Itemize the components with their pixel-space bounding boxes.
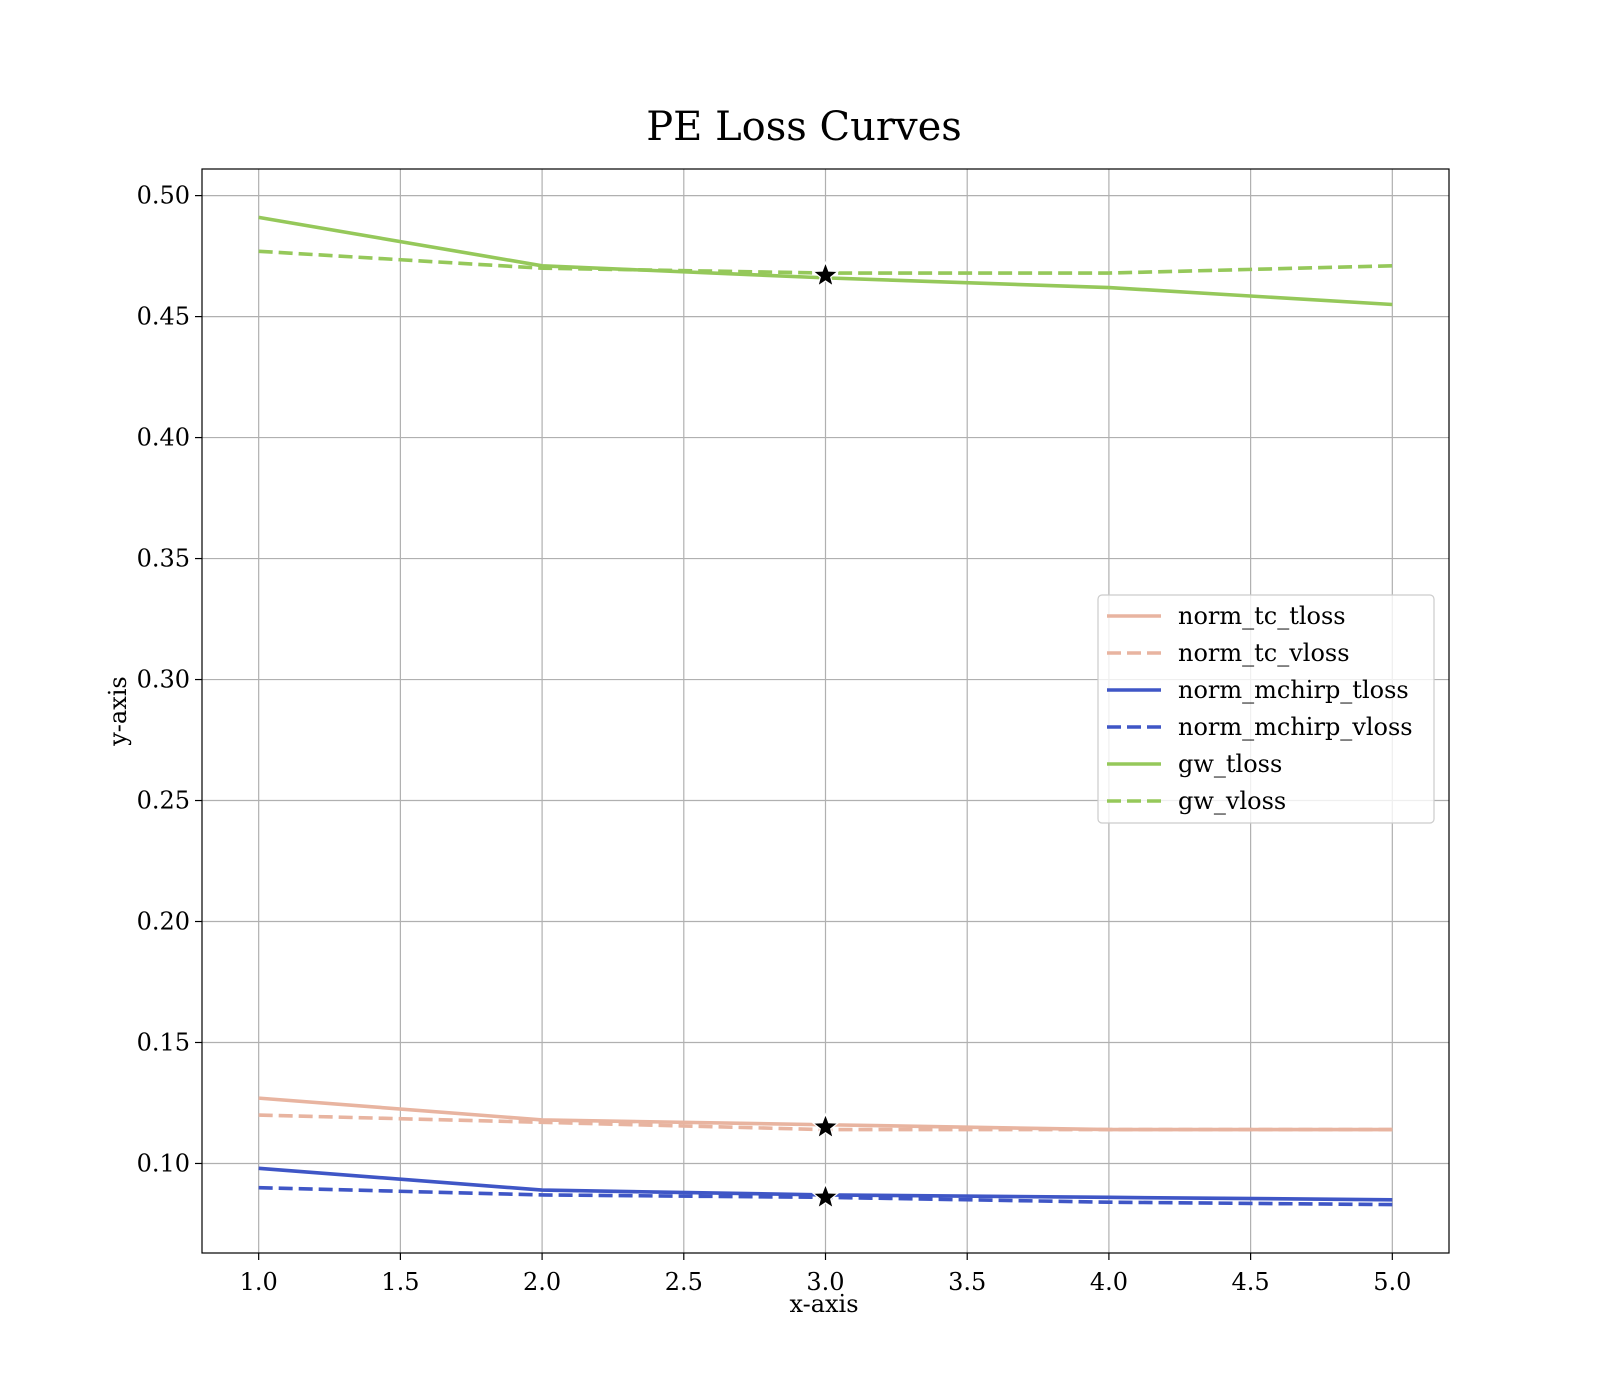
y-tick-label: 0.25 [137,787,190,815]
x-tick-label: 2.5 [665,1268,703,1296]
chart-title: PE Loss Curves [646,104,962,150]
x-axis-ticks: 1.0 1.5 2.0 2.5 3.0 3.5 4.0 4.5 5.0 [240,1253,1411,1296]
x-tick-label: 1.5 [381,1268,419,1296]
x-axis-label: x-axis [789,1290,858,1318]
star-marker [811,260,840,288]
star-marker [811,1182,840,1210]
legend-label: norm_mchirp_vloss [1178,713,1413,741]
x-tick-label: 4.5 [1232,1268,1270,1296]
legend-label: norm_tc_tloss [1178,602,1346,630]
x-tick-label: 3.0 [806,1268,844,1296]
legend-label: gw_vloss [1178,787,1286,815]
y-tick-label: 0.10 [137,1149,190,1177]
x-tick-label: 3.5 [948,1268,986,1296]
star-marker [811,1112,840,1140]
y-tick-label: 0.15 [137,1028,190,1056]
legend: norm_tc_tloss norm_tc_vloss norm_mchirp_tl… [1097,594,1435,824]
x-tick-label: 2.0 [523,1268,561,1296]
legend-label: norm_tc_vloss [1178,639,1350,667]
y-tick-label: 0.20 [137,908,190,936]
y-tick-label: 0.40 [137,424,190,452]
star-markers [811,260,840,1210]
legend-box [1097,594,1435,824]
y-axis-ticks: 0.10 0.15 0.20 0.25 0.30 0.35 0.40 0.45 0.50 [137,182,202,1177]
legend-label: gw_tloss [1178,750,1282,778]
y-tick-label: 0.35 [137,545,190,573]
y-tick-label: 0.30 [137,666,190,694]
x-tick-label: 4.0 [1090,1268,1128,1296]
legend-label: norm_mchirp_tloss [1178,676,1409,704]
y-axis-label: y-axis [104,676,132,747]
y-tick-label: 0.45 [137,303,190,331]
x-tick-label: 1.0 [240,1268,278,1296]
x-tick-label: 5.0 [1373,1268,1411,1296]
y-tick-label: 0.50 [137,182,190,210]
